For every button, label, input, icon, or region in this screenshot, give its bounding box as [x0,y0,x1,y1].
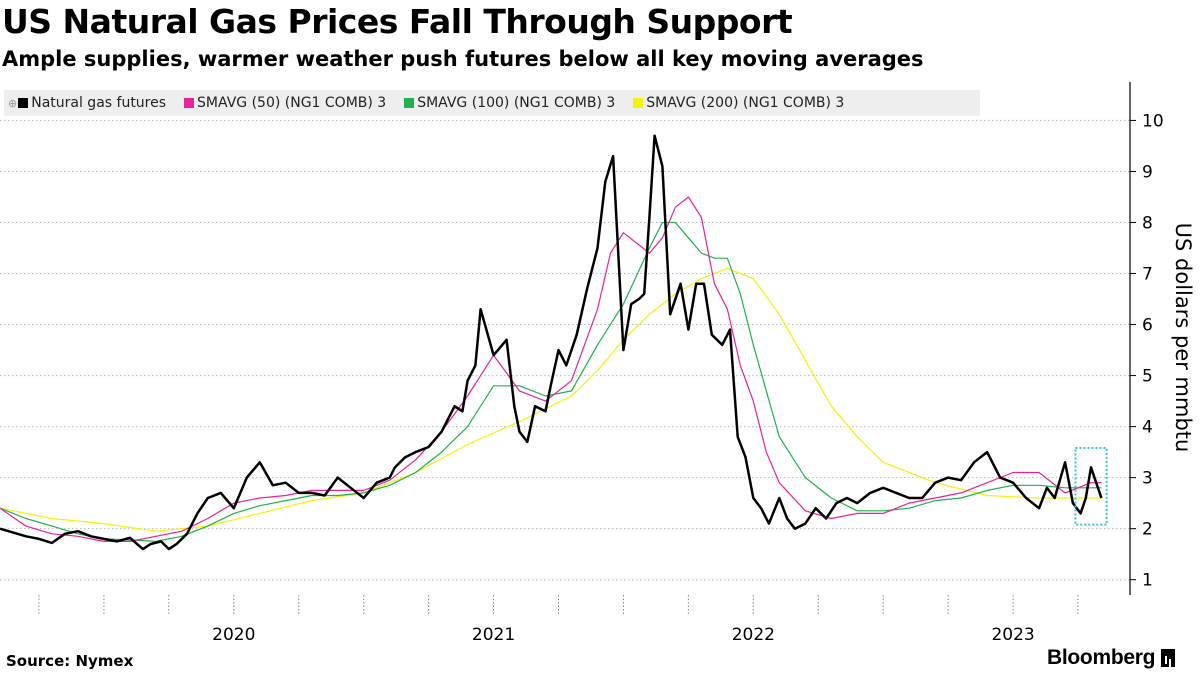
y-tick-label: 6 [1142,316,1153,336]
legend-item: SMAVG (50) (NG1 COMB) 3 [184,95,386,111]
series-line-sma100 [0,221,1102,542]
x-tick-label: 2023 [991,625,1034,645]
brand-name: Bloomberg [1047,646,1156,669]
legend-pin-icon[interactable]: ⊕ [8,96,18,110]
terminal-icon [1161,649,1176,667]
brand-logo: Bloomberg [1047,646,1176,670]
y-tick-label: 9 [1142,162,1153,182]
series-line-price [0,134,1103,551]
x-tick-label: 2022 [732,625,775,645]
x-tick-label: 2020 [212,625,255,645]
legend: ⊕ Natural gas futures SMAVG (50) (NG1 COM… [4,90,980,116]
highlight-box [1074,447,1108,526]
y-tick-label: 8 [1142,213,1153,233]
legend-label: Natural gas futures [31,95,167,111]
series-line-sma200 [0,267,1102,532]
legend-item: SMAVG (200) (NG1 COMB) 3 [633,95,844,111]
legend-swatch [18,98,29,108]
series-line-sma50 [0,196,1102,542]
chart-title: US Natural Gas Prices Fall Through Suppo… [2,2,793,41]
y-tick-label: 3 [1142,469,1153,489]
legend-swatch [633,98,644,108]
source-note: Source: Nymex [6,652,134,670]
legend-item: SMAVG (100) (NG1 COMB) 3 [404,95,615,111]
y-tick-label: 4 [1142,418,1153,438]
chart-subtitle: Ample supplies, warmer weather push futu… [2,47,924,71]
legend-item: Natural gas futures [18,95,166,111]
x-tick-label: 2021 [472,625,515,645]
legend-label: SMAVG (100) (NG1 COMB) 3 [417,95,616,111]
y-axis-label: US dollars per mmbtu [1171,223,1195,453]
y-tick-label: 5 [1142,367,1153,387]
y-tick-label: 2 [1142,520,1153,540]
y-tick-label: 1 [1142,571,1153,591]
y-tick-label: 10 [1142,111,1164,131]
legend-label: SMAVG (200) (NG1 COMB) 3 [646,95,845,111]
y-tick-label: 7 [1142,265,1153,285]
legend-swatch [404,98,415,108]
legend-label: SMAVG (50) (NG1 COMB) 3 [197,95,387,111]
legend-swatch [184,98,195,108]
